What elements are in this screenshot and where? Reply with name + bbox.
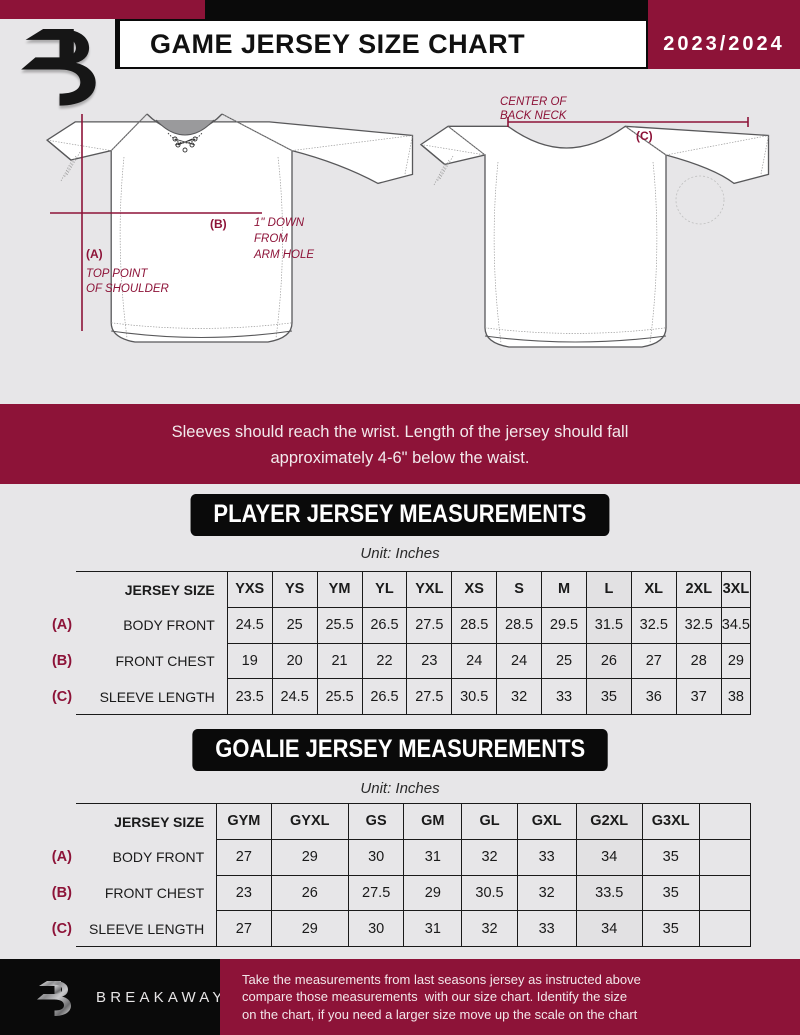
svg-text:CENTER OF: CENTER OF bbox=[500, 96, 567, 108]
svg-text:(B): (B) bbox=[210, 217, 227, 231]
svg-text:ARM HOLE: ARM HOLE bbox=[253, 249, 314, 261]
svg-text:1" DOWN: 1" DOWN bbox=[254, 217, 305, 229]
svg-text:OF SHOULDER: OF SHOULDER bbox=[86, 283, 169, 295]
svg-text:TOP POINT: TOP POINT bbox=[86, 268, 148, 280]
svg-text:(A): (A) bbox=[86, 247, 103, 261]
svg-text:BACK NECK: BACK NECK bbox=[500, 110, 568, 122]
svg-text:(C): (C) bbox=[636, 129, 653, 143]
svg-text:FROM: FROM bbox=[254, 233, 288, 245]
